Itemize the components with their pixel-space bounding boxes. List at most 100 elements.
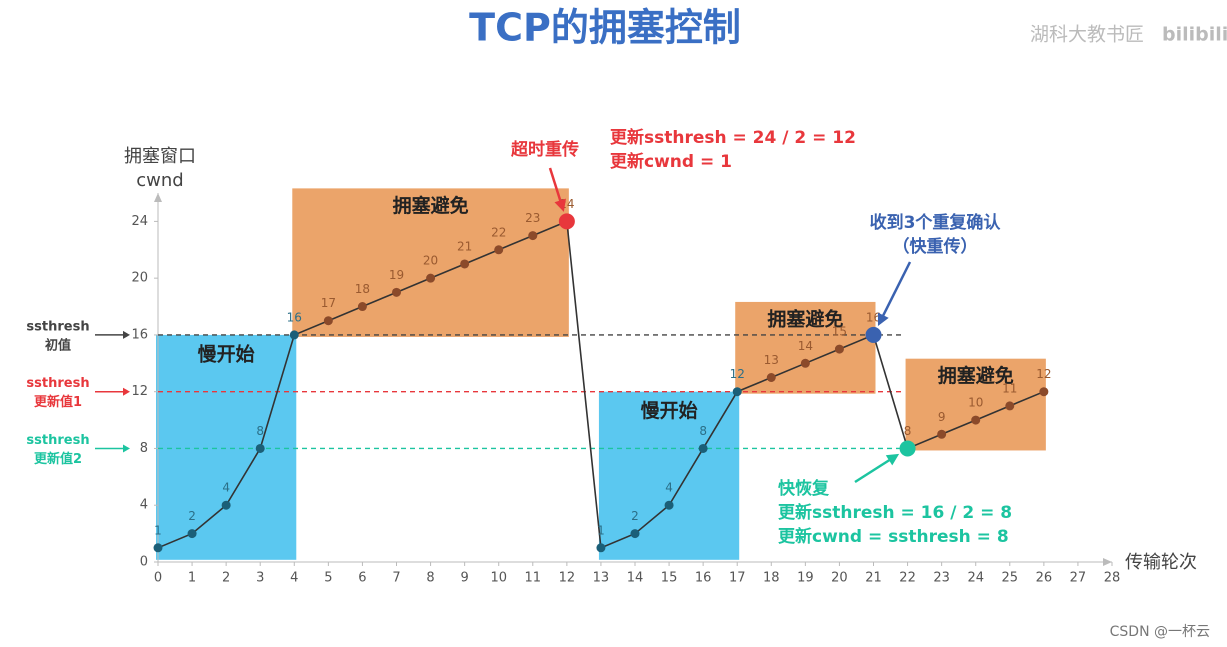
data-point [392, 287, 401, 297]
data-label: 11 [1002, 381, 1017, 395]
y-axis-arrow [154, 193, 162, 202]
data-point [766, 373, 776, 382]
data-label: 4 [665, 481, 673, 495]
data-label: 22 [491, 225, 506, 239]
data-point [732, 387, 742, 397]
x-tick-label: 28 [1104, 571, 1121, 586]
annotation: 更新ssthresh = 16 / 2 = 8 [778, 502, 1012, 523]
x-tick-label: 6 [358, 571, 366, 586]
x-tick-label: 15 [661, 571, 678, 586]
phase-box [598, 391, 740, 560]
phase-box [156, 334, 297, 560]
data-point [221, 500, 231, 510]
x-tick-label: 4 [290, 571, 298, 586]
x-tick-label: 7 [392, 571, 400, 586]
data-point [937, 429, 947, 439]
credit: CSDN @一杯云 [1110, 624, 1210, 640]
chart-title: TCP的拥塞控制 [469, 6, 741, 50]
threshold-label: ssthresh [26, 376, 89, 391]
x-tick-label: 23 [933, 571, 950, 586]
data-point [528, 231, 538, 241]
x-tick-label: 13 [593, 571, 610, 586]
data-point [426, 273, 436, 283]
annotation-arrow [548, 167, 564, 207]
data-point [698, 443, 708, 453]
data-label: 16 [287, 310, 302, 324]
annotation: （快重传） [893, 236, 978, 257]
data-label: 14 [798, 339, 813, 353]
data-label: 23 [525, 211, 540, 225]
x-tick-label: 3 [256, 571, 264, 586]
data-point [800, 358, 810, 368]
data-point [323, 316, 333, 326]
x-axis-label: 传输轮次 [1125, 552, 1197, 573]
data-point [971, 415, 981, 425]
annotation-arrowhead [877, 312, 889, 326]
x-tick-label: 21 [865, 571, 882, 586]
threshold-arrowhead [123, 444, 130, 453]
watermark: 湖科大教书匠 [1030, 24, 1144, 46]
threshold-arrowhead [123, 387, 130, 396]
phase-label: 慢开始 [641, 399, 698, 422]
data-label: 16 [866, 310, 881, 324]
threshold-label: 更新值2 [34, 451, 82, 467]
y-tick-label: 4 [140, 498, 148, 513]
data-point [899, 440, 916, 457]
data-point [289, 330, 299, 340]
annotation-arrow [854, 456, 895, 484]
annotation: 超时重传 [511, 139, 579, 160]
annotation: 收到3个重复确认 [870, 212, 1002, 233]
data-point [187, 529, 197, 539]
data-label: 9 [938, 410, 946, 424]
data-point [357, 302, 367, 312]
x-axis-arrow [1103, 558, 1112, 566]
y-tick-label: 8 [140, 441, 148, 456]
x-tick-label: 26 [1036, 571, 1053, 586]
data-label: 1 [597, 523, 605, 537]
x-tick-label: 14 [627, 571, 644, 586]
data-point [1039, 387, 1049, 397]
x-tick-label: 27 [1070, 571, 1087, 586]
threshold-label: 初值 [45, 337, 71, 353]
y-tick-label: 0 [140, 555, 148, 570]
x-tick-label: 22 [899, 571, 916, 586]
threshold-label: ssthresh [26, 319, 89, 334]
data-point [558, 213, 575, 230]
y-axis-label: cwnd [136, 170, 183, 191]
phase-box [735, 301, 876, 394]
threshold-arrowhead [123, 330, 130, 339]
data-point [460, 259, 470, 269]
phase-label: 拥塞避免 [393, 194, 469, 217]
data-point [865, 326, 882, 343]
data-label: 8 [256, 424, 264, 438]
data-point [153, 543, 163, 553]
x-tick-label: 20 [831, 571, 848, 586]
x-tick-label: 12 [559, 571, 576, 586]
data-label: 15 [832, 325, 847, 339]
y-tick-label: 12 [131, 384, 148, 399]
data-label: 8 [699, 424, 707, 438]
phase-box [292, 188, 569, 337]
data-point [1005, 401, 1015, 411]
data-label: 4 [222, 481, 230, 495]
data-point [664, 500, 674, 510]
data-label: 13 [764, 353, 779, 367]
data-label: 20 [423, 254, 438, 268]
threshold-label: 更新值1 [34, 394, 82, 410]
x-tick-label: 16 [695, 571, 712, 586]
data-point [596, 543, 606, 553]
data-label: 2 [631, 509, 639, 523]
x-tick-label: 24 [967, 571, 984, 586]
data-label: 12 [730, 367, 745, 381]
data-label: 10 [968, 396, 983, 410]
y-tick-label: 24 [131, 214, 148, 229]
data-label: 17 [321, 296, 336, 310]
x-tick-label: 11 [525, 571, 542, 586]
y-tick-label: 20 [131, 271, 148, 286]
x-tick-label: 8 [426, 571, 434, 586]
annotation: 更新ssthresh = 24 / 2 = 12 [610, 127, 856, 148]
phase-box [905, 358, 1046, 451]
x-tick-label: 17 [729, 571, 746, 586]
threshold-label: ssthresh [26, 433, 89, 448]
